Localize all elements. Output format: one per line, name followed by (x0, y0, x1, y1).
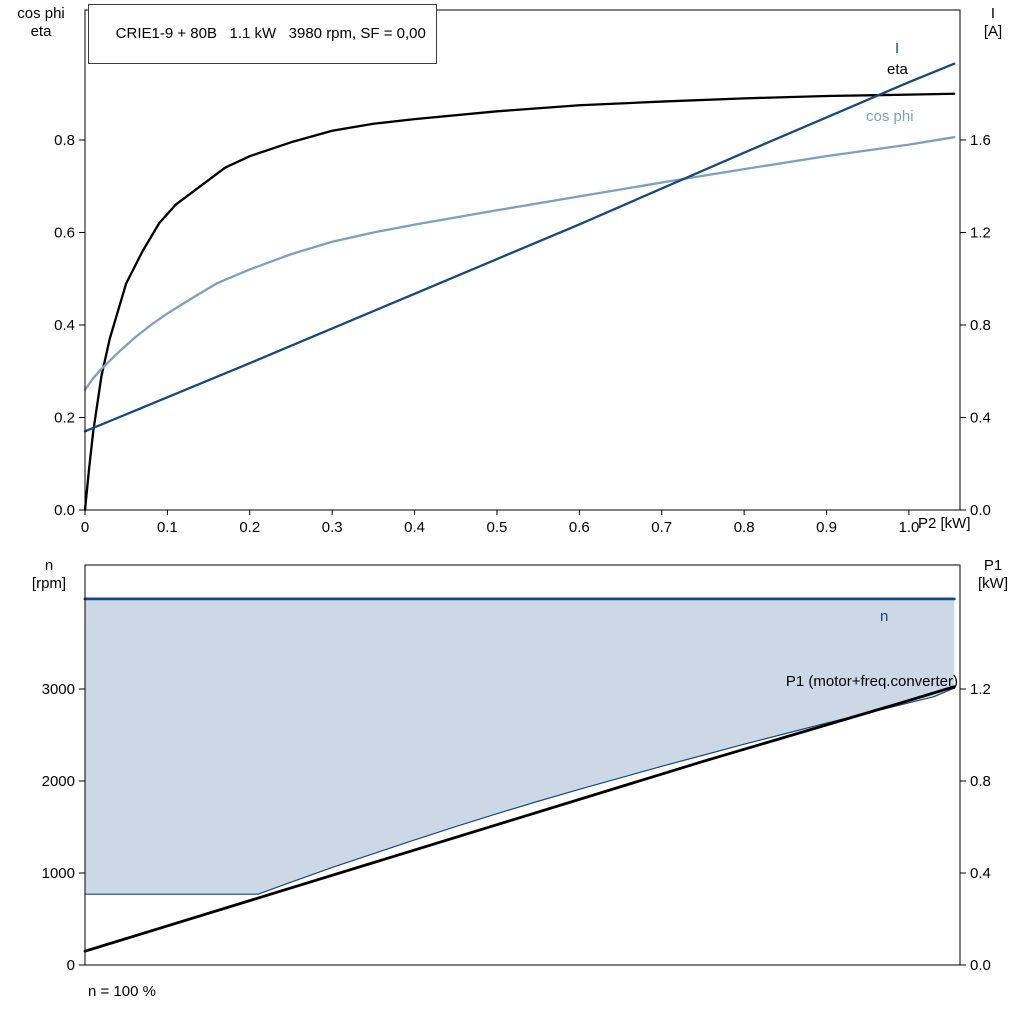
bottom-chart: 0 1000 2000 3000 0.0 0.4 0.8 1.2 (42, 564, 991, 974)
x-tick-label: 0.2 (239, 519, 260, 536)
left-axis-tick-label: 0.4 (54, 317, 75, 334)
top-chart: 0 0.1 0.2 0.3 0.4 0.5 0.6 0.7 0.8 0.9 1.0 0.0 0.2 0.4… (54, 9, 991, 536)
x-tick-label: 0.4 (404, 519, 425, 536)
left-axis-tick-label: 0.2 (54, 409, 75, 426)
top-plot-frame (84, 9, 961, 511)
speed-percent-note: n = 100 % (88, 983, 156, 1000)
curve-label-speed: n (880, 608, 889, 625)
top-left-axis-title: cos phi eta (0, 5, 82, 41)
current-axis-label: I (990, 5, 996, 22)
bottom-right-axis-title: P1 [kW] (964, 557, 1022, 593)
x-tick-label: 0.7 (651, 519, 672, 536)
bottom-left-axis-title: n [rpm] (16, 557, 82, 593)
top-right-axis-title: I [A] (964, 5, 1022, 41)
left-axis-tick-label: 0.6 (54, 224, 75, 241)
right-axis-tick-label: 1.6 (970, 132, 991, 149)
left-axis-tick-label: 2000 (42, 773, 75, 790)
x-tick-label: 0.5 (487, 519, 508, 536)
right-axis-tick-label: 1.2 (970, 224, 991, 241)
eta-curve (83, 92, 956, 512)
chart-title-box: CRIE1-9 + 80B 1.1 kW 3980 rpm, SF = 0,00 (88, 4, 437, 64)
x-tick-label: 0.6 (569, 519, 590, 536)
left-axis-tick-label: 0.8 (54, 132, 75, 149)
left-axis-tick-label: 0.0 (54, 502, 75, 519)
x-tick-label: 0 (81, 519, 89, 536)
x-tick-label: 1.0 (898, 519, 919, 536)
curve-label-eta: eta (887, 61, 908, 78)
kw-unit-label: [kW] (978, 575, 1008, 592)
bottom-shaded-area (85, 598, 955, 895)
bottom-plot-frame (84, 564, 961, 966)
left-axis-tick-label: 3000 (42, 681, 75, 698)
chart-title: CRIE1-9 + 80B 1.1 kW 3980 rpm, SF = 0,00 (115, 25, 426, 42)
right-axis-tick-label: 0.8 (970, 317, 991, 334)
right-axis-tick-label: 0.4 (970, 865, 991, 882)
right-axis-tick-label: 0.0 (970, 957, 991, 974)
eta-axis-label: eta (30, 23, 52, 40)
x-tick-label: 0.3 (322, 519, 343, 536)
curve-label-cos-phi: cos phi (866, 108, 914, 125)
p1-axis-label: P1 (983, 557, 1003, 574)
x-tick-label: 0.9 (816, 519, 837, 536)
x-tick-label: 0.1 (157, 519, 178, 536)
right-axis-tick-label: 0.8 (970, 773, 991, 790)
x-axis-title: P2 [kW] (918, 515, 971, 532)
right-axis-tick-label: 0.4 (970, 409, 991, 426)
rpm-unit-label: [rpm] (31, 575, 67, 592)
x-tick-label: 0.8 (734, 519, 755, 536)
right-axis-tick-label: 0.0 (970, 502, 991, 519)
left-axis-tick-label: 1000 (42, 865, 75, 882)
i-curve (83, 62, 956, 433)
curve-label-current: I (895, 40, 900, 57)
p1-curve (83, 685, 956, 953)
left-axis-tick-label: 0 (67, 957, 75, 974)
ampere-unit-label: [A] (983, 23, 1003, 40)
speed-axis-label: n (44, 557, 54, 574)
cos-phi-axis-label: cos phi (17, 5, 65, 22)
cos-phi-curve (83, 136, 956, 391)
right-axis-tick-label: 1.2 (970, 681, 991, 698)
curve-label-p1: P1 (motor+freq.converter) (785, 673, 958, 690)
